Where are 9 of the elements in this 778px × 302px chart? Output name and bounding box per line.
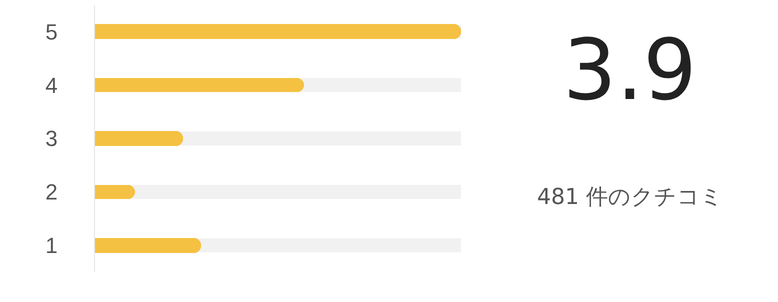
- y-tick-label: 3: [45, 126, 58, 152]
- text: 3.9: [563, 21, 697, 119]
- bar: [95, 185, 135, 199]
- y-tick-label: 4: [45, 72, 58, 98]
- bar: [95, 131, 183, 146]
- text: 481 件のクチコミ: [537, 185, 723, 210]
- y-tick-label: 5: [45, 19, 58, 44]
- y-tick-label: 2: [45, 180, 58, 205]
- y-tick-label: 1: [45, 233, 58, 258]
